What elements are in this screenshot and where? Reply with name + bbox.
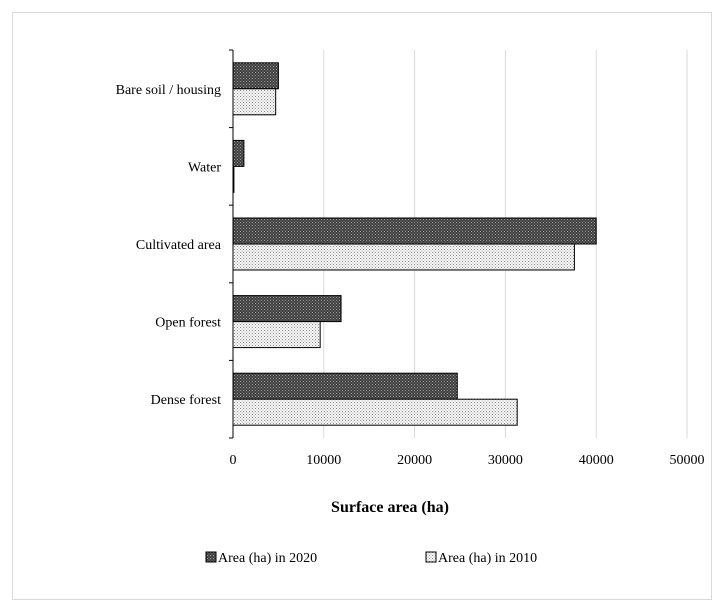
chart-frame [12, 12, 712, 600]
axes [229, 49, 234, 439]
category-label: Water [188, 160, 221, 175]
bar-2020 [232, 62, 279, 90]
bar-2020 [232, 139, 245, 167]
x-tick-label: 50000 [670, 453, 705, 468]
category-label: Dense forest [151, 393, 221, 408]
bar-2010 [232, 88, 277, 116]
bar-2020 [232, 295, 342, 323]
x-axis-title: Surface area (ha) [331, 499, 449, 516]
x-tick-label: 40000 [579, 453, 614, 468]
category-label: Open forest [155, 316, 221, 331]
category-label: Bare soil / housing [116, 83, 221, 98]
x-tick-label: 0 [230, 453, 237, 468]
bar-2020 [232, 217, 597, 245]
x-tick-label: 10000 [306, 453, 341, 468]
bars [232, 62, 597, 426]
legend-swatch [425, 551, 437, 563]
legend-label: Area (ha) in 2010 [438, 551, 537, 566]
labels: Bare soil / housing Water Cultivated area O… [116, 83, 705, 468]
legend-label: Area (ha) in 2020 [218, 551, 317, 566]
x-tick-label: 20000 [397, 453, 432, 468]
legend: Area (ha) in 2020 Area (ha) in 2010 [205, 551, 537, 566]
bar-2010 [232, 321, 321, 349]
category-label: Cultivated area [136, 238, 222, 253]
bar-2020 [232, 372, 458, 400]
legend-swatch [205, 551, 217, 563]
x-tick-label: 30000 [488, 453, 523, 468]
bar-2010 [232, 398, 518, 426]
bar-2010 [232, 243, 575, 271]
